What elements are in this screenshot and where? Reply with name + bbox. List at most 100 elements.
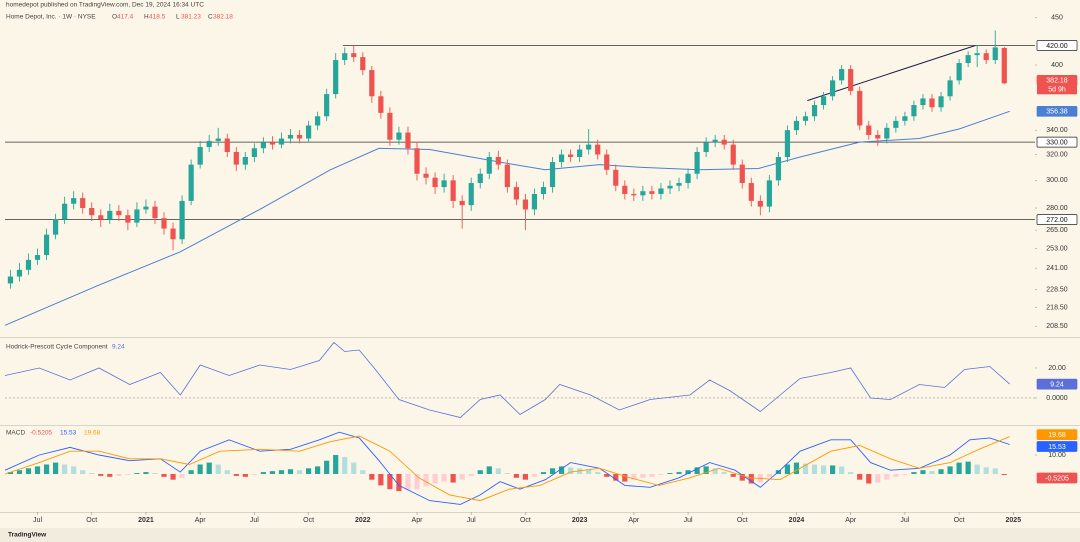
histogram-bar bbox=[974, 464, 980, 474]
histogram-bar bbox=[197, 464, 203, 474]
histogram-bar bbox=[965, 461, 971, 474]
series-last-box bbox=[1036, 429, 1078, 440]
logo: TradingView bbox=[8, 532, 47, 539]
candle-body bbox=[170, 228, 176, 240]
histogram-bar bbox=[694, 467, 700, 474]
histogram-bar bbox=[441, 473, 447, 482]
candle-body bbox=[938, 96, 944, 108]
candle-body bbox=[757, 200, 763, 207]
y-tick-label: 228.50 bbox=[1046, 286, 1068, 293]
histogram-bar bbox=[269, 471, 276, 474]
candle-body bbox=[595, 144, 601, 155]
candle-body bbox=[251, 148, 257, 157]
histogram-bar bbox=[80, 470, 86, 474]
candle-body bbox=[604, 154, 610, 170]
candle-body bbox=[965, 55, 971, 64]
histogram-bar bbox=[1001, 473, 1007, 475]
candle-body bbox=[540, 187, 547, 194]
histogram-bar bbox=[513, 473, 519, 478]
histogram-bar bbox=[495, 468, 501, 474]
histogram-value: -0.5205 bbox=[30, 430, 52, 437]
x-tick-label: Oct bbox=[520, 517, 531, 524]
y-tick-label: 241.00 bbox=[1046, 265, 1068, 272]
candle-body bbox=[116, 210, 122, 216]
y-tick-label: 20.00 bbox=[1048, 365, 1066, 372]
candle-body bbox=[992, 47, 998, 61]
candle-body bbox=[342, 53, 348, 61]
x-tick-label: Jul bbox=[467, 517, 476, 524]
histogram-bar bbox=[830, 465, 836, 474]
candle-body bbox=[369, 70, 375, 97]
candle-body bbox=[387, 112, 393, 140]
candle-body bbox=[730, 144, 736, 165]
series-value: 19.68 bbox=[84, 430, 101, 437]
histogram-bar bbox=[631, 473, 637, 480]
candle-body bbox=[405, 132, 411, 149]
candle-body bbox=[820, 96, 827, 106]
candle-body bbox=[215, 138, 221, 141]
histogram-bar bbox=[486, 466, 492, 474]
trendline bbox=[807, 45, 976, 102]
histogram-bar bbox=[432, 473, 438, 484]
candle-body bbox=[857, 90, 863, 126]
histogram-bar bbox=[884, 473, 890, 480]
candle-body bbox=[89, 208, 95, 216]
histogram-bar bbox=[667, 473, 673, 474]
histogram-bar bbox=[71, 466, 77, 474]
x-tick-label: 2025 bbox=[1006, 517, 1022, 524]
histogram-bar bbox=[857, 473, 863, 480]
candle-body bbox=[911, 105, 917, 117]
histogram-bar bbox=[947, 466, 953, 474]
moving-average bbox=[4, 110, 1010, 326]
ohlc-label: H bbox=[144, 14, 149, 21]
x-tick-label: 2022 bbox=[355, 517, 371, 524]
histogram-bar bbox=[676, 472, 682, 474]
histogram-bar bbox=[875, 473, 881, 483]
histogram-bar bbox=[586, 469, 592, 474]
candle-body bbox=[107, 210, 113, 220]
histogram-bar bbox=[766, 473, 772, 477]
y-tick-label: 280.00 bbox=[1046, 205, 1068, 212]
candle-body bbox=[893, 120, 899, 128]
histogram-bar bbox=[378, 473, 384, 486]
histogram-bar bbox=[459, 473, 465, 480]
histogram-bar bbox=[34, 466, 41, 474]
candle-body bbox=[495, 156, 501, 165]
histogram-bar bbox=[52, 462, 59, 474]
candle-body bbox=[206, 140, 212, 148]
indicator-title: MACD bbox=[6, 430, 25, 437]
candle-body bbox=[80, 198, 86, 209]
candle-body bbox=[839, 69, 845, 81]
ma-value-box bbox=[1036, 105, 1078, 117]
histogram-bar bbox=[89, 473, 95, 474]
candle-body bbox=[721, 139, 727, 145]
histogram-bar bbox=[730, 473, 736, 477]
x-tick-label: Oct bbox=[86, 517, 97, 524]
candle-body bbox=[315, 116, 321, 126]
indicator-title: Hodrick-Prescott Cycle Component bbox=[6, 344, 108, 351]
histogram-bar bbox=[98, 473, 104, 476]
histogram-bar bbox=[152, 473, 158, 474]
y-tick-label: 340.00 bbox=[1046, 127, 1068, 134]
series-value: 15.53 bbox=[60, 430, 77, 437]
x-tick-label: Oct bbox=[303, 517, 314, 524]
candle-body bbox=[143, 206, 149, 210]
histogram-bar bbox=[712, 468, 718, 474]
candle-body bbox=[324, 94, 330, 117]
histogram-bar bbox=[721, 472, 727, 474]
candle-body bbox=[712, 139, 718, 143]
histogram-bar bbox=[161, 473, 167, 477]
series-last: 19.68 bbox=[1048, 432, 1066, 439]
candle-body bbox=[477, 173, 483, 184]
x-tick-label: Apr bbox=[845, 517, 857, 524]
histogram-bar bbox=[333, 454, 339, 474]
histogram-bar bbox=[820, 465, 827, 474]
x-tick-label: Oct bbox=[737, 517, 748, 524]
histogram-bar bbox=[396, 473, 402, 492]
histogram-bar bbox=[287, 469, 294, 474]
candle-body bbox=[450, 180, 456, 201]
indicator-last-box bbox=[1036, 378, 1078, 390]
histogram-bar bbox=[206, 462, 212, 474]
candle-body bbox=[43, 234, 50, 256]
histogram-bar bbox=[739, 473, 745, 481]
